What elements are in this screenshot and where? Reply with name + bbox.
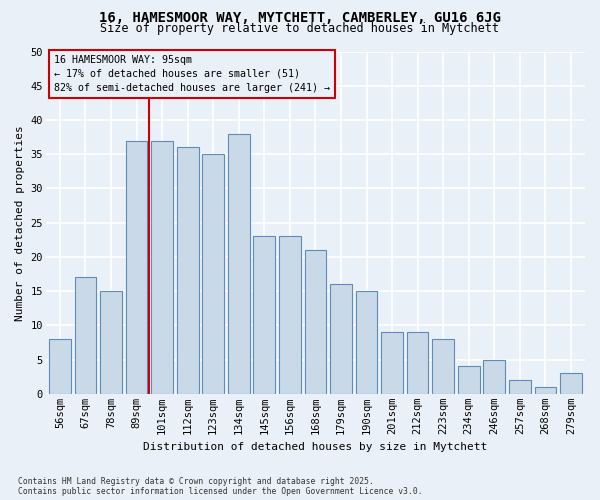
Bar [49,339,71,394]
Bar [125,140,148,394]
Text: 16, HAMESMOOR WAY, MYTCHETT, CAMBERLEY, GU16 6JG: 16, HAMESMOOR WAY, MYTCHETT, CAMBERLEY, … [99,11,501,25]
Bar [177,148,199,394]
Text: Contains HM Land Registry data © Crown copyright and database right 2025.
Contai: Contains HM Land Registry data © Crown c… [18,476,422,496]
Bar [560,374,582,394]
Bar [535,387,556,394]
Bar [253,236,275,394]
Bar [458,366,479,394]
Bar [100,291,122,394]
Bar [330,284,352,394]
Bar [202,154,224,394]
Bar [509,380,531,394]
Text: Size of property relative to detached houses in Mytchett: Size of property relative to detached ho… [101,22,499,35]
Bar [407,332,428,394]
Text: 16 HAMESMOOR WAY: 95sqm
← 17% of detached houses are smaller (51)
82% of semi-de: 16 HAMESMOOR WAY: 95sqm ← 17% of detache… [54,55,330,93]
Bar [484,360,505,394]
Bar [151,140,173,394]
Bar [305,250,326,394]
Bar [74,278,97,394]
Bar [279,236,301,394]
Bar [228,134,250,394]
Bar [356,291,377,394]
X-axis label: Distribution of detached houses by size in Mytchett: Distribution of detached houses by size … [143,442,488,452]
Bar [381,332,403,394]
Bar [433,339,454,394]
Y-axis label: Number of detached properties: Number of detached properties [15,125,25,320]
